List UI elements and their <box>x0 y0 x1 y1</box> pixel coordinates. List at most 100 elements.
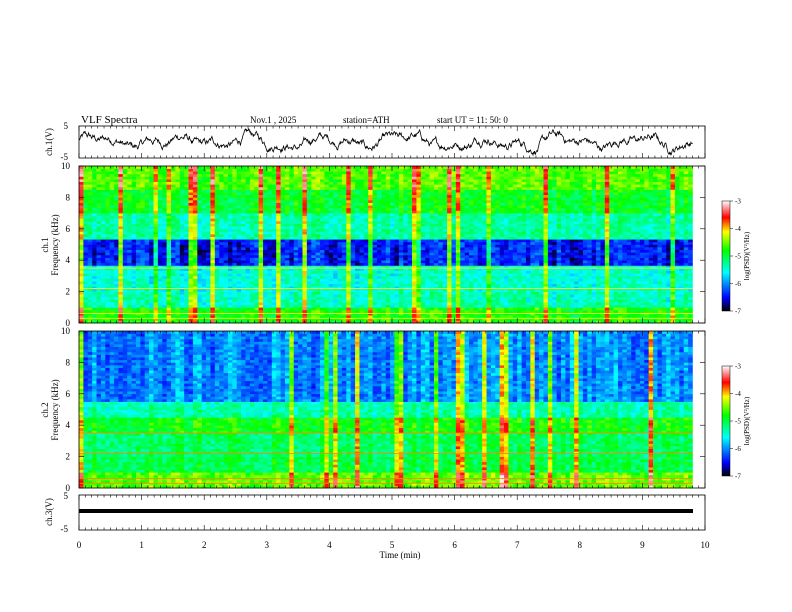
spectrogram-cell <box>346 299 351 303</box>
spectrogram-cell <box>464 270 470 274</box>
spectrogram-cell <box>455 257 461 261</box>
spectrogram-cell <box>346 286 351 290</box>
spectrogram-cell <box>92 299 97 303</box>
spectrogram-cell <box>530 278 536 282</box>
spectrogram-cell <box>385 241 391 245</box>
spectrogram-cell <box>543 265 549 269</box>
spectrogram-cell <box>381 283 387 287</box>
spectrogram-cell <box>372 265 378 269</box>
spectrogram-cell <box>127 302 132 305</box>
spectrogram-cell <box>438 254 443 258</box>
spectrogram-cell <box>591 265 597 269</box>
spectrogram-cell <box>390 241 395 245</box>
spectrogram-cell <box>79 288 84 292</box>
spectrogram-cell <box>648 317 654 321</box>
spectrogram-cell <box>679 286 685 290</box>
spectrogram-cell <box>425 262 430 266</box>
spectrogram-cell <box>350 270 356 274</box>
spectrogram-cell <box>574 302 579 305</box>
spectrogram-cell <box>631 249 636 253</box>
spectrogram-cell <box>574 241 579 245</box>
spectrogram-cell <box>451 262 457 266</box>
spectrogram-cell <box>394 291 400 295</box>
spectrogram-cell <box>337 288 343 292</box>
spectrogram-cell <box>324 236 330 240</box>
spectrogram-cell <box>398 257 404 261</box>
spectrogram-cell <box>114 296 119 300</box>
spectrogram-cell <box>276 294 281 298</box>
spectrogram-cell <box>96 252 102 256</box>
spectrogram-cell <box>394 288 400 292</box>
spectrogram-cell <box>192 268 198 271</box>
spectrogram-cell <box>469 234 474 237</box>
spectrogram-cell <box>298 247 303 251</box>
spectrogram-cell <box>92 239 97 243</box>
spectrogram-cell <box>320 247 325 251</box>
spectrogram-cell <box>613 257 619 261</box>
spectrogram-cell <box>517 291 522 295</box>
spectrogram-cell <box>648 302 654 305</box>
spectrogram-cell <box>508 296 514 300</box>
spectrogram-cell <box>320 236 325 240</box>
spectrogram-cell <box>517 260 522 264</box>
spectrogram-cell <box>171 268 176 271</box>
spectrogram-cell <box>525 273 531 277</box>
spectrogram-cell <box>100 317 106 321</box>
spectrogram-cell <box>254 309 259 313</box>
spectrogram-cell <box>171 296 176 300</box>
spectrogram-cell <box>341 249 347 253</box>
spectrogram-cell <box>688 320 693 324</box>
spectrogram-cell <box>565 260 571 264</box>
spectrogram-cell <box>631 317 636 321</box>
spectrogram-cell <box>539 262 544 266</box>
spectrogram-cell <box>394 294 400 298</box>
spectrogram-cell <box>372 273 378 277</box>
spectrogram-cell <box>565 304 571 308</box>
spectrogram-cell <box>144 294 150 298</box>
spectrogram-cell <box>648 315 654 319</box>
spectrogram-cell <box>495 299 500 303</box>
spectrogram-cell <box>337 315 343 319</box>
spectrogram-cell <box>355 302 360 305</box>
spectrogram-cell <box>162 254 167 258</box>
spectrogram-cell <box>263 283 268 287</box>
spectrogram-cell <box>565 294 571 298</box>
spectrogram-cell <box>179 315 185 319</box>
spectrogram-cell <box>271 317 277 321</box>
spectrogram-cell <box>556 234 562 237</box>
spectrogram-cell <box>657 281 663 285</box>
spectrogram-cell <box>355 247 360 251</box>
spectrogram-cell <box>661 234 667 237</box>
spectrogram-cell <box>429 281 435 285</box>
spectrogram-cell <box>118 299 124 303</box>
spectrogram-cell <box>341 299 347 303</box>
spectrogram-cell <box>504 312 509 316</box>
spectrogram-cell <box>184 302 189 305</box>
spectrogram-cell <box>324 283 330 287</box>
spectrogram-cell <box>223 273 229 277</box>
spectrogram-cell <box>271 288 277 292</box>
spectrogram-cell <box>569 307 575 311</box>
spectrogram-cell <box>254 244 259 248</box>
spectrogram-cell <box>381 249 387 253</box>
spectrogram-cell <box>118 278 124 282</box>
spectrogram-cell <box>604 270 610 274</box>
spectrogram-cell <box>530 307 536 311</box>
spectrogram-cell <box>162 249 167 253</box>
spectrogram-cell <box>473 262 479 266</box>
spectrogram-cell <box>276 281 281 285</box>
spectrogram-cell <box>473 268 479 271</box>
spectrogram-cell <box>477 275 483 279</box>
spectrogram-cell <box>87 236 93 240</box>
spectrogram-cell <box>688 275 693 279</box>
spectrogram-cell <box>385 286 391 290</box>
spectrogram-cell <box>298 270 303 274</box>
spectrogram-cell <box>284 265 290 269</box>
spectrogram-cell <box>653 296 658 300</box>
spectrogram-cell <box>376 286 382 290</box>
spectrogram-cell <box>552 252 557 256</box>
spectrogram-cell <box>617 299 623 303</box>
spectrogram-cell <box>87 288 93 292</box>
spectrogram-cell <box>96 283 102 287</box>
spectrogram-cell <box>298 304 303 308</box>
